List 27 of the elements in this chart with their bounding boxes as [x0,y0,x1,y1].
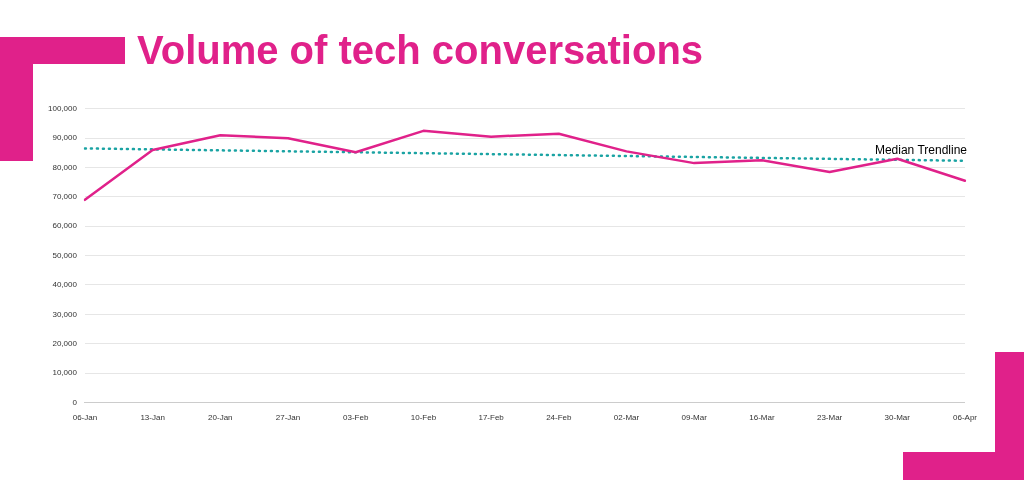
x-tick-label: 30-Mar [884,413,911,423]
x-tick-label: 06-Jan [72,413,98,423]
series-label: Median Trendline [874,143,968,158]
x-tick-label: 09-Mar [681,413,708,423]
x-tick-label: 24-Feb [546,413,573,423]
chart-title: Volume of tech conversations [137,28,704,73]
y-tick-label: 10,000 [52,368,78,378]
x-tick-label: 06-Apr [952,413,978,423]
x-tick-label: 20-Jan [208,413,233,423]
y-tick-label: 60,000 [52,221,78,231]
y-tick-label: 20,000 [52,338,78,348]
x-tick-label: 13-Jan [140,413,165,423]
x-tick-label: 03-Feb [343,413,369,423]
y-tick-label: 50,000 [52,250,78,260]
y-tick-label: 40,000 [52,280,78,290]
y-tick-label: 0 [72,397,78,407]
y-tick-label: 90,000 [52,133,78,143]
x-tick-label: 23-Mar [816,413,843,423]
y-tick-label: 30,000 [52,309,78,319]
y-tick-label: 80,000 [52,162,78,172]
x-tick-label: 16-Mar [749,413,775,423]
x-tick-label: 27-Jan [275,413,301,423]
x-tick-label: 02-Mar [613,413,640,423]
y-tick-label: 100,000 [48,104,78,113]
x-tick-label: 10-Feb [410,413,437,423]
y-tick-label: 70,000 [52,192,78,202]
x-tick-label: 17-Feb [478,413,505,423]
